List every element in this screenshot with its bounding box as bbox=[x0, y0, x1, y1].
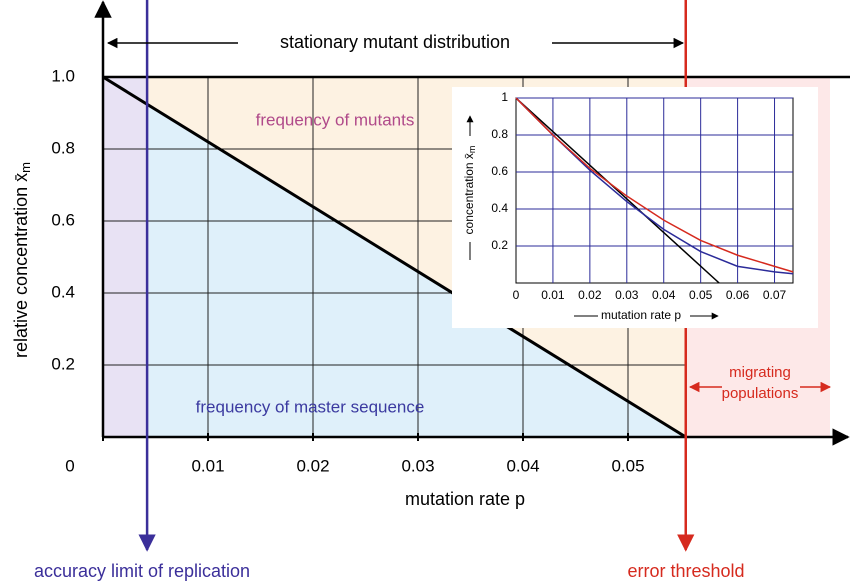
inset-x-tick-label: 0.06 bbox=[726, 288, 750, 302]
inset-x-tick-label: 0.03 bbox=[615, 288, 639, 302]
inset-y-axis-label: concentration x̄m bbox=[462, 146, 477, 235]
x-tick-label: 0.04 bbox=[506, 456, 539, 475]
inset-x-tick-label: 0 bbox=[513, 288, 520, 302]
inset-y-tick-label: 0.6 bbox=[491, 164, 508, 178]
inset-y-axis-label-sub: m bbox=[467, 146, 477, 154]
inset-curve bbox=[515, 97, 720, 284]
migrating-label: migrating bbox=[729, 364, 791, 381]
stationary-label: stationary mutant distribution bbox=[280, 32, 510, 52]
inset-x-tick-label: 0.04 bbox=[652, 288, 676, 302]
inset-curve bbox=[515, 97, 794, 273]
y-tick-label: 0.8 bbox=[51, 138, 75, 157]
x-tick-label: 0.05 bbox=[611, 456, 644, 475]
master-label: frequency of master sequence bbox=[196, 397, 425, 416]
inset-y-axis-label-main: concentration x̄ bbox=[462, 153, 476, 234]
accuracy-label: accuracy limit of replication bbox=[34, 561, 250, 581]
y-tick-label: 0.6 bbox=[51, 210, 75, 229]
inset-x-tick-label: 0.05 bbox=[689, 288, 713, 302]
inset-y-tick-label: 0.4 bbox=[491, 201, 508, 215]
migrating-label: populations bbox=[722, 385, 799, 402]
inset-y-tick-label: 1 bbox=[501, 90, 508, 104]
x-axis-label: mutation rate p bbox=[405, 489, 525, 509]
y-tick-label: 0.2 bbox=[51, 354, 75, 373]
inset-x-tick-label: 0.07 bbox=[763, 288, 787, 302]
x-tick-label: 0.01 bbox=[191, 456, 224, 475]
y-axis-label: relative concentration x̄m bbox=[11, 162, 34, 358]
mutants-label: frequency of mutants bbox=[256, 110, 415, 129]
y-tick-label: 0.4 bbox=[51, 282, 75, 301]
x-tick-label: 0 bbox=[65, 456, 74, 475]
inset-y-tick-label: 0.2 bbox=[491, 238, 508, 252]
y-axis-label-main: relative concentration x̄ bbox=[11, 173, 31, 358]
threshold-label: error threshold bbox=[627, 561, 744, 581]
y-tick-label: 1.0 bbox=[51, 66, 75, 85]
inset-y-tick-label: 0.8 bbox=[491, 127, 508, 141]
region-accuracy bbox=[103, 77, 148, 437]
inset-x-tick-label: 0.02 bbox=[578, 288, 602, 302]
y-axis-label-sub: m bbox=[18, 162, 33, 173]
inset-x-tick-label: 0.01 bbox=[541, 288, 565, 302]
inset-x-axis-label: mutation rate p bbox=[601, 308, 681, 322]
master-line bbox=[102, 75, 687, 439]
x-tick-label: 0.02 bbox=[296, 456, 329, 475]
x-tick-label: 0.03 bbox=[401, 456, 434, 475]
